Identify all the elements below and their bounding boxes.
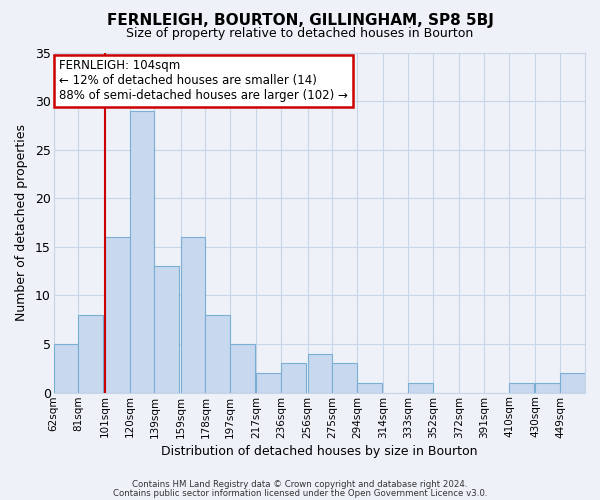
Bar bbox=[104, 237, 130, 392]
Bar bbox=[230, 344, 255, 393]
Text: FERNLEIGH: 104sqm
← 12% of detached houses are smaller (14)
88% of semi-detached: FERNLEIGH: 104sqm ← 12% of detached hous… bbox=[59, 60, 348, 102]
Bar bbox=[256, 373, 281, 392]
Bar bbox=[332, 364, 357, 392]
Bar bbox=[181, 237, 205, 392]
Bar bbox=[509, 383, 534, 392]
Text: Size of property relative to detached houses in Bourton: Size of property relative to detached ho… bbox=[127, 28, 473, 40]
Bar bbox=[357, 383, 382, 392]
Bar bbox=[154, 266, 179, 392]
Bar bbox=[205, 315, 230, 392]
Bar bbox=[53, 344, 79, 393]
Text: Contains HM Land Registry data © Crown copyright and database right 2024.: Contains HM Land Registry data © Crown c… bbox=[132, 480, 468, 489]
Bar bbox=[281, 364, 306, 392]
Bar bbox=[409, 383, 433, 392]
Bar bbox=[79, 315, 103, 392]
Text: FERNLEIGH, BOURTON, GILLINGHAM, SP8 5BJ: FERNLEIGH, BOURTON, GILLINGHAM, SP8 5BJ bbox=[107, 12, 493, 28]
X-axis label: Distribution of detached houses by size in Bourton: Distribution of detached houses by size … bbox=[161, 444, 478, 458]
Bar bbox=[308, 354, 332, 393]
Text: Contains public sector information licensed under the Open Government Licence v3: Contains public sector information licen… bbox=[113, 488, 487, 498]
Bar bbox=[130, 111, 154, 392]
Y-axis label: Number of detached properties: Number of detached properties bbox=[15, 124, 28, 321]
Bar bbox=[560, 373, 585, 392]
Bar bbox=[535, 383, 560, 392]
